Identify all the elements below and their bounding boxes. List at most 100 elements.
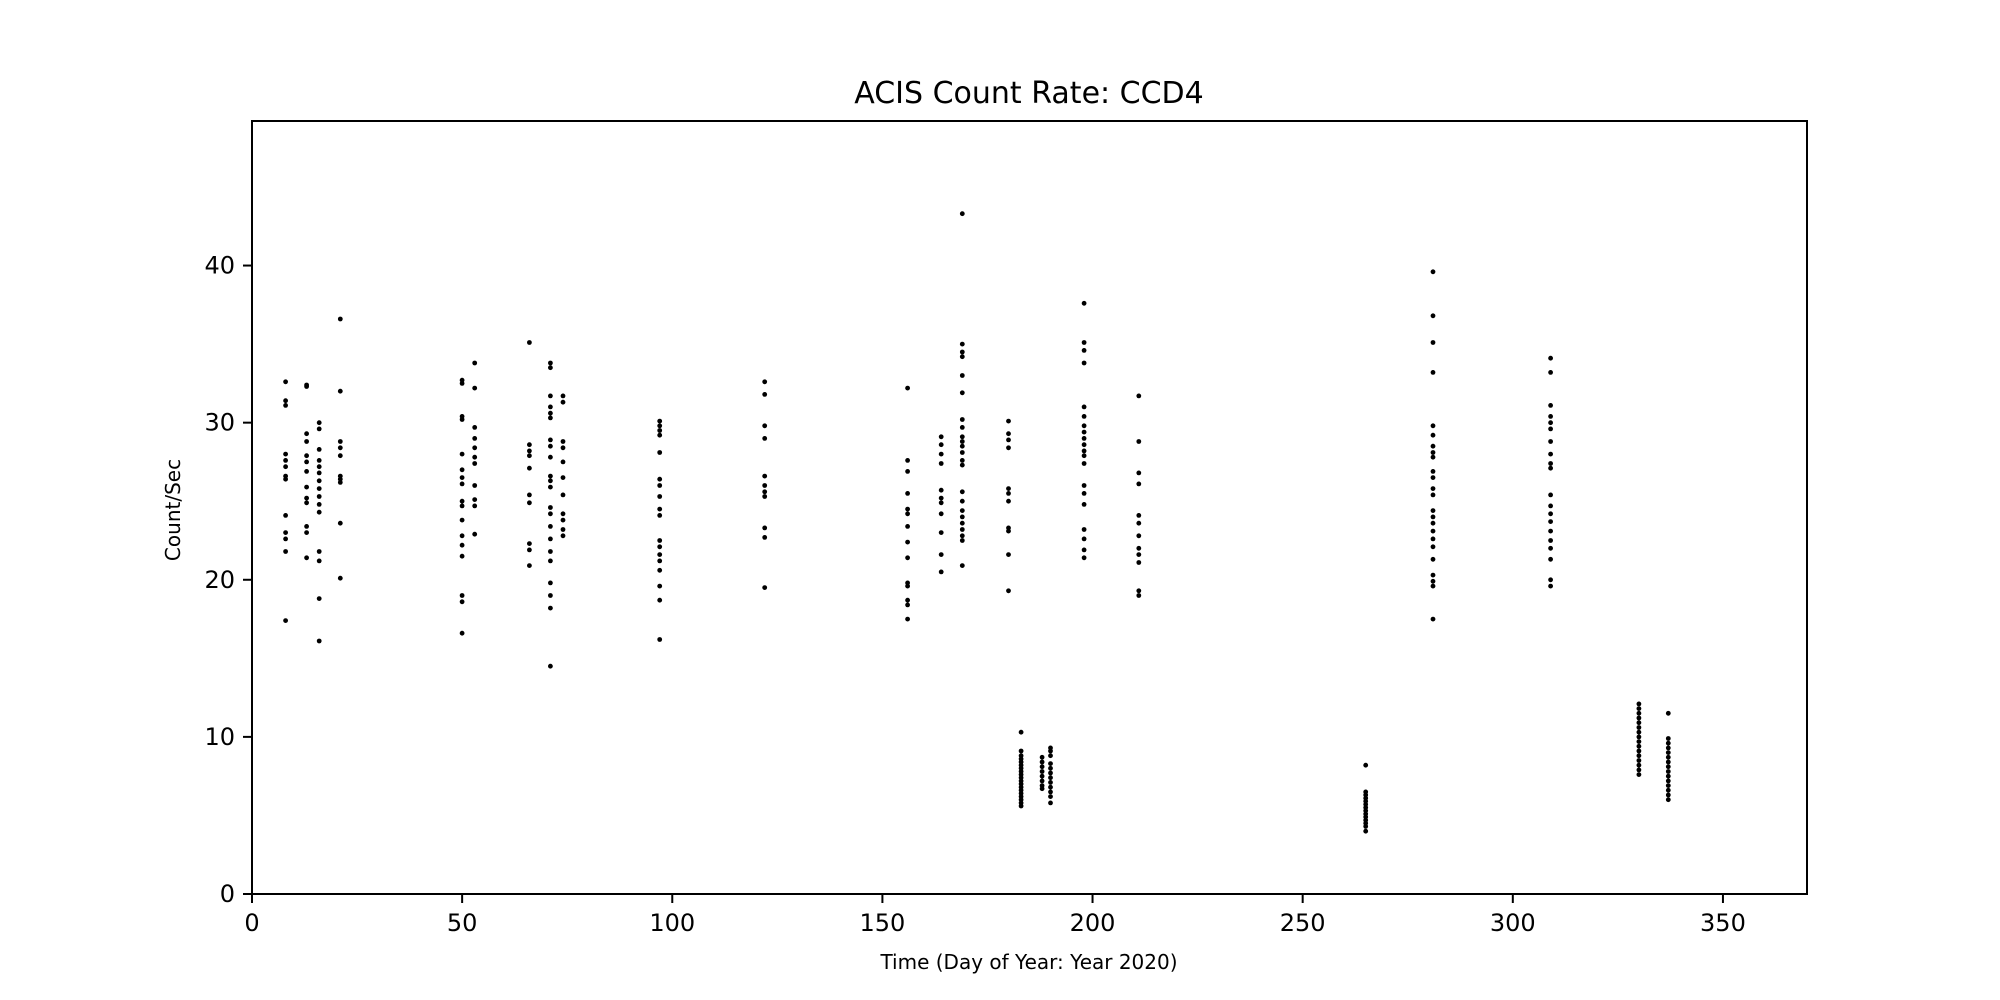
data-point (283, 530, 288, 535)
data-point (1081, 547, 1087, 553)
data-point (283, 458, 288, 463)
data-point (1430, 340, 1436, 345)
data-point (1430, 492, 1436, 498)
data-point (1430, 475, 1436, 480)
data-point (657, 567, 663, 573)
data-point (959, 458, 965, 463)
data-point (1048, 775, 1053, 781)
data-point (1548, 503, 1553, 509)
data-point (905, 506, 910, 512)
data-point (938, 442, 944, 448)
data-point (1039, 769, 1045, 774)
data-point (1048, 780, 1053, 785)
data-point (1363, 762, 1369, 768)
y-tick-label: 0 (220, 880, 235, 908)
data-point (762, 535, 768, 540)
data-point (283, 513, 288, 518)
data-point (762, 423, 768, 429)
data-point (657, 538, 663, 543)
data-point (472, 497, 478, 502)
data-point (1006, 588, 1011, 594)
data-point (959, 538, 965, 543)
data-point (316, 558, 322, 564)
data-point (959, 450, 965, 455)
data-point (1548, 414, 1553, 419)
data-point (1048, 765, 1053, 771)
data-point (1048, 789, 1053, 795)
data-point (548, 454, 553, 460)
data-point (548, 360, 553, 366)
data-point (1636, 743, 1642, 749)
data-point (1665, 783, 1671, 788)
data-point (905, 524, 910, 529)
data-point (304, 484, 309, 490)
data-point (1039, 786, 1045, 792)
data-point (472, 360, 478, 366)
data-point (527, 442, 532, 448)
data-point (1081, 536, 1087, 542)
data-point (1136, 481, 1142, 487)
data-point (283, 398, 288, 404)
data-point (1136, 588, 1142, 594)
data-point (1006, 437, 1011, 443)
data-point (959, 439, 965, 444)
data-point (472, 461, 478, 466)
data-point (1430, 556, 1436, 562)
data-point (527, 448, 532, 454)
axis-ticks: 0 50 100 150 200 250 300 350 0 10 20 30 40 (204, 252, 1745, 937)
data-point (1636, 734, 1642, 740)
data-point (316, 470, 322, 476)
data-point (905, 602, 910, 608)
data-point (1430, 269, 1436, 275)
data-point (560, 511, 566, 517)
data-point (657, 483, 663, 488)
plot-frame (251, 120, 1808, 895)
data-point (1636, 706, 1642, 711)
data-point (548, 404, 553, 410)
data-point (472, 454, 478, 460)
data-point (905, 616, 910, 622)
data-point (1430, 583, 1436, 589)
data-point (304, 431, 309, 437)
data-point (762, 494, 768, 499)
data-point (1136, 513, 1142, 518)
data-point (1665, 797, 1671, 803)
data-point (548, 524, 553, 529)
data-point (1636, 701, 1642, 707)
data-point (1665, 740, 1671, 746)
data-point (905, 583, 910, 589)
data-point (1081, 348, 1087, 353)
data-point (304, 524, 309, 529)
data-point (1665, 787, 1671, 793)
data-point (1548, 451, 1553, 457)
data-point (560, 393, 566, 399)
data-point (657, 513, 663, 518)
data-point (304, 469, 309, 474)
data-point (527, 465, 532, 471)
data-point (959, 434, 965, 440)
data-point (283, 549, 288, 554)
data-point (1006, 552, 1011, 557)
data-point (1048, 770, 1053, 776)
data-point (337, 445, 343, 451)
data-point (1081, 491, 1087, 496)
data-point (1548, 355, 1553, 361)
data-point (472, 531, 478, 537)
data-point (905, 597, 910, 603)
data-point (657, 428, 663, 433)
data-point (472, 445, 478, 451)
data-point (959, 349, 965, 355)
data-point (938, 451, 944, 457)
data-point (304, 384, 309, 389)
y-tick-label: 30 (204, 409, 235, 437)
data-point (459, 503, 465, 509)
data-point (337, 439, 343, 444)
data-point (560, 492, 566, 498)
data-point (1636, 715, 1642, 721)
data-point (938, 487, 944, 493)
data-point (1548, 403, 1553, 408)
data-point (304, 555, 309, 561)
data-point (459, 517, 465, 523)
data-point (959, 462, 965, 468)
